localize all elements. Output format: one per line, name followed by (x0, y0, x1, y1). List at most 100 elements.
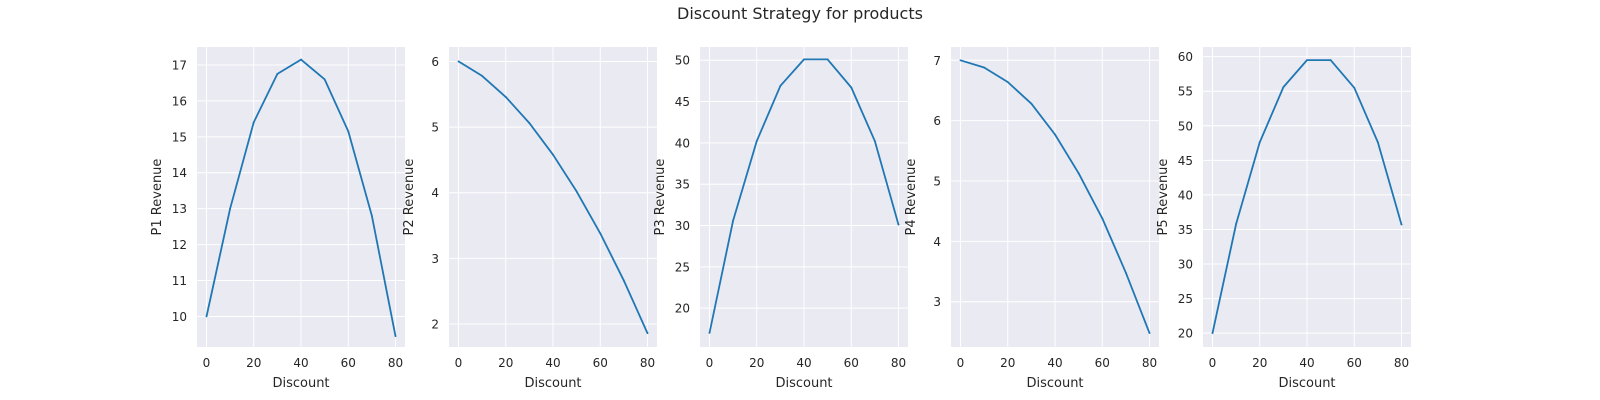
p1-data-point (229, 207, 231, 210)
p4-data-point (1030, 102, 1033, 105)
p5-data-point (1258, 141, 1261, 144)
p1-data-point (371, 214, 373, 217)
p5-data-point (1306, 59, 1308, 62)
p1-x-tick-label: 80 (388, 356, 403, 370)
p5-data-point (1282, 86, 1285, 88)
p1-x-tick-label: 0 (203, 356, 211, 370)
p2-data-point (599, 232, 602, 235)
p5-x-tick-label: 60 (1347, 356, 1362, 370)
p4-y-tick-label: 4 (933, 235, 941, 249)
p5-data-point (1377, 141, 1379, 144)
p4-data-point (1054, 133, 1056, 136)
p4-x-axis-label: Discount (1026, 376, 1083, 391)
p5-data-point (1353, 86, 1356, 89)
p4-data-point (983, 66, 985, 69)
p3-x-tick-label: 60 (844, 356, 859, 370)
p3-y-tick-label: 40 (675, 136, 690, 150)
p5-x-tick-label: 80 (1394, 356, 1409, 370)
p4-data-point (1101, 217, 1104, 220)
p3-x-tick-label: 80 (891, 356, 906, 370)
p2-y-tick-label: 4 (431, 186, 439, 200)
p2-data-point (504, 95, 507, 98)
p3-y-tick-label: 25 (675, 260, 690, 274)
p2-y-tick-label: 6 (431, 55, 439, 69)
p5-y-tick-label: 55 (1178, 85, 1193, 99)
p5-y-tick-label: 25 (1178, 292, 1193, 306)
p1-y-tick-label: 10 (172, 310, 187, 324)
p4-x-tick-label: 20 (1000, 356, 1015, 370)
p3-y-tick-label: 45 (675, 95, 690, 109)
p2-x-tick-label: 20 (498, 356, 513, 370)
p3-data-point (850, 86, 853, 89)
p5-y-axis-label: P5 Revenue (1156, 159, 1171, 236)
p2-x-axis-label: Discount (524, 376, 581, 391)
p3-y-tick-label: 30 (675, 219, 690, 233)
p3-y-tick-label: 20 (675, 302, 690, 316)
p4-y-axis-label: P4 Revenue (904, 159, 919, 236)
p3-x-tick-label: 0 (706, 356, 714, 370)
p1-y-tick-label: 17 (172, 58, 187, 72)
p5-x-tick-label: 40 (1299, 356, 1314, 370)
p5-data-point (1211, 332, 1214, 335)
p2-y-axis-label: P2 Revenue (402, 159, 417, 236)
p1-data-point (252, 121, 255, 124)
p4-data-point (1125, 271, 1127, 274)
p3-x-axis-label: Discount (775, 376, 832, 391)
p2-y-tick-label: 3 (431, 252, 439, 266)
p5-data-point (1329, 59, 1332, 62)
p4-x-tick-label: 0 (957, 356, 965, 370)
p3-y-tick-label: 35 (675, 178, 690, 192)
p2-x-tick-label: 60 (593, 356, 608, 370)
p4-data-point (1148, 332, 1151, 335)
p3-data-point (826, 58, 829, 61)
p5-y-tick-label: 50 (1178, 119, 1193, 133)
figure-title: Discount Strategy for products (677, 4, 923, 23)
p5-y-tick-label: 45 (1178, 154, 1193, 168)
p1-y-tick-label: 15 (172, 130, 187, 144)
p2-x-tick-label: 40 (545, 356, 560, 370)
p1-y-axis-label: P1 Revenue (150, 159, 165, 236)
p1-y-tick-label: 12 (172, 238, 187, 252)
p2-x-tick-label: 80 (640, 356, 655, 370)
p4-y-tick-label: 5 (933, 175, 941, 189)
p4-x-tick-label: 40 (1047, 356, 1062, 370)
p5-x-axis-label: Discount (1278, 376, 1335, 391)
p2-y-tick-label: 2 (431, 318, 439, 332)
p3-y-axis-label: P3 Revenue (653, 159, 668, 236)
p1-y-tick-label: 13 (172, 202, 187, 216)
p1-data-point (300, 58, 302, 61)
p2-data-point (623, 279, 625, 282)
p4-data-point (1077, 172, 1080, 175)
p3-data-point (803, 58, 805, 61)
p3-x-tick-label: 40 (796, 356, 811, 370)
p1-data-point (394, 335, 397, 338)
p2-data-point (481, 74, 483, 77)
p4-y-tick-label: 7 (933, 54, 941, 68)
p1-data-point (276, 73, 279, 75)
p3-data-point (755, 140, 758, 143)
p4-x-tick-label: 80 (1142, 356, 1157, 370)
p1-x-axis-label: Discount (272, 376, 329, 391)
p3-data-point (897, 223, 900, 226)
p5-x-tick-label: 20 (1252, 356, 1267, 370)
p1-y-tick-label: 11 (172, 274, 187, 288)
p2-y-tick-label: 5 (431, 121, 439, 135)
p4-data-point (1006, 81, 1009, 83)
p1-y-tick-label: 14 (172, 166, 187, 180)
p5-y-tick-label: 20 (1178, 327, 1193, 341)
p4-data-point (959, 59, 962, 62)
p5-y-tick-label: 35 (1178, 223, 1193, 237)
p1-x-tick-label: 40 (293, 356, 308, 370)
p2-data-point (575, 190, 578, 193)
p5-y-tick-label: 60 (1178, 50, 1193, 64)
p1-x-tick-label: 20 (246, 356, 261, 370)
p3-y-tick-label: 50 (675, 54, 690, 68)
p4-y-tick-label: 3 (933, 295, 941, 309)
p1-x-tick-label: 60 (341, 356, 356, 370)
p2-data-point (646, 332, 649, 335)
p3-data-point (874, 140, 876, 143)
p3-data-point (779, 84, 782, 87)
p5-y-tick-label: 40 (1178, 188, 1193, 202)
p1-data-point (323, 78, 326, 81)
